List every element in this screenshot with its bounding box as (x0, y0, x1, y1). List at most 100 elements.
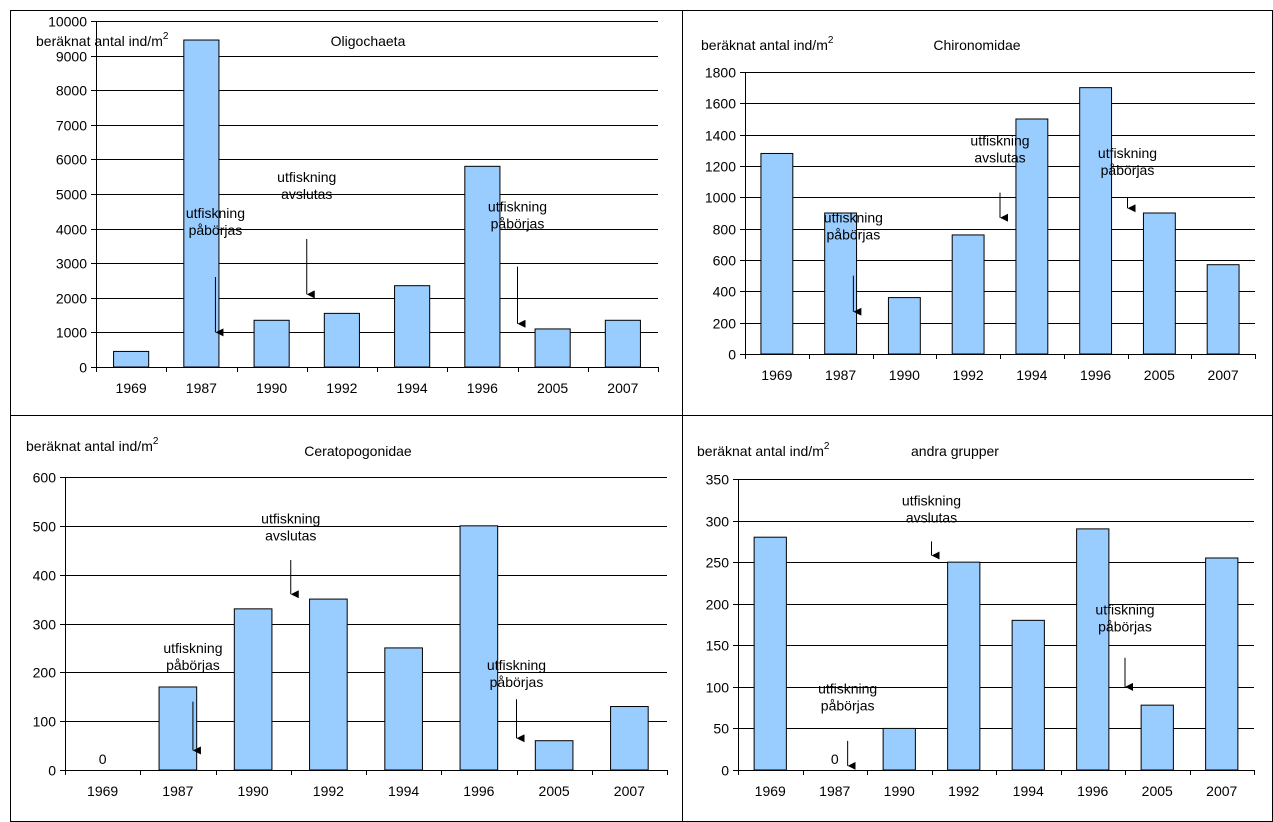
annotation-text: utfiskning (277, 169, 336, 185)
y-axis-label-superscript: 2 (824, 441, 830, 452)
x-tick-label: 1992 (948, 783, 979, 799)
y-tick-label: 7000 (56, 118, 87, 134)
y-tick-label: 200 (706, 597, 730, 613)
y-tick-label: 150 (706, 638, 730, 654)
bar-2007 (604, 319, 641, 368)
x-tick-label: 1969 (87, 783, 118, 799)
y-tick-label: 8000 (56, 83, 87, 99)
y-axis-label: beräknat antal ind/m2 (36, 31, 169, 49)
y-tick-label: 0 (48, 763, 56, 779)
x-tick-label: 2007 (607, 380, 638, 396)
chart-panel-3: beräknat antal ind/m2 Ceratopogonidae 0 100… (26, 436, 668, 799)
y-axis-label: beräknat antal ind/m2 (701, 35, 834, 53)
x-tick-label: 2007 (1206, 783, 1237, 799)
bar-1987 (183, 39, 220, 368)
x-tick-label: 1990 (256, 380, 287, 396)
annotation-text: utfiskning (261, 510, 320, 526)
annotation-text: utfiskning (824, 209, 883, 225)
annotation-text: avslutas (265, 527, 316, 543)
bar-1994 (1011, 619, 1045, 771)
annotation-text: utfiskning (163, 640, 222, 656)
annotation-text: påbörjas (491, 215, 545, 231)
annotation-text: utfiskning (186, 205, 245, 221)
x-tick-label: 2005 (1144, 367, 1175, 383)
bar-1987 (824, 212, 858, 355)
x-tick-label: 2005 (539, 783, 570, 799)
x-tick-label: 1996 (467, 380, 498, 396)
x-tick-label: 1996 (1077, 783, 1108, 799)
bar-2005 (534, 328, 571, 368)
x-tick-label: 1987 (186, 380, 217, 396)
x-tick-label: 1996 (1080, 367, 1111, 383)
y-tick-label: 5000 (56, 187, 87, 203)
annotation-text: avslutas (974, 150, 1025, 166)
annotation-text: påbörjas (821, 698, 875, 714)
bar-1969 (753, 536, 787, 771)
x-tick-label: 1992 (313, 783, 344, 799)
x-tick-label: 1992 (953, 367, 984, 383)
annotation-text: påbörjas (166, 657, 220, 673)
y-tick-label: 100 (706, 680, 730, 696)
x-tick-label: 1990 (889, 367, 920, 383)
bar-1990 (233, 608, 273, 771)
y-axis-label-text: beräknat antal ind/m (36, 33, 163, 49)
y-tick-label: 600 (33, 470, 57, 486)
annotation-text: utfiskning (902, 493, 961, 509)
y-tick-label: 1000 (705, 190, 736, 206)
x-tick-label: 1996 (463, 783, 494, 799)
x-tick-label: 2005 (537, 380, 568, 396)
y-tick-label: 1000 (56, 325, 87, 341)
y-axis-label: beräknat antal ind/m2 (697, 441, 830, 459)
bar-1992 (947, 561, 981, 771)
annotation-text: utfiskning (818, 681, 877, 697)
x-tick-label: 1987 (162, 783, 193, 799)
y-tick-label: 50 (713, 721, 729, 737)
y-axis-label-text: beräknat antal ind/m (26, 438, 153, 454)
bar-2005 (1142, 212, 1176, 355)
bar-1996 (1079, 87, 1113, 355)
bar-2007 (610, 706, 649, 771)
bar-1994 (1015, 118, 1049, 355)
bar-1990 (882, 727, 916, 771)
chart-panel-1: beräknat antal ind/m2 Oligochaeta 0 1000 200… (36, 14, 659, 396)
y-tick-label: 300 (33, 617, 57, 633)
x-tick-label: 1990 (238, 783, 269, 799)
x-tick-label: 1994 (1016, 367, 1047, 383)
y-axis-label-superscript: 2 (828, 35, 834, 46)
annotation-text: påbörjas (1098, 619, 1152, 635)
bar-1992 (323, 312, 360, 368)
y-tick-label: 3000 (56, 256, 87, 272)
bar-2005 (1140, 704, 1174, 771)
y-tick-label: 250 (706, 555, 730, 571)
x-tick-label: 1969 (755, 783, 786, 799)
y-tick-label: 400 (33, 568, 57, 584)
bar-1996 (1076, 528, 1110, 771)
y-axis-label-text: beräknat antal ind/m (697, 443, 824, 459)
data-label: 0 (831, 751, 839, 767)
y-tick-label: 10000 (48, 14, 87, 30)
annotation-text: avslutas (906, 510, 957, 526)
x-tick-label: 1987 (819, 783, 850, 799)
y-tick-label: 400 (713, 284, 737, 300)
annotation-text: utfiskning (488, 198, 547, 214)
bar-2007 (1205, 557, 1239, 771)
y-tick-label: 0 (721, 763, 729, 779)
y-tick-label: 4000 (56, 222, 87, 238)
bar-1992 (309, 598, 348, 771)
annotation-text: påbörjas (490, 674, 544, 690)
bar-1994 (384, 647, 423, 771)
bar-2005 (534, 740, 574, 771)
y-axis-label: beräknat antal ind/m2 (26, 436, 159, 454)
chart-panel-4: beräknat antal ind/m2 andra grupper 0 50 100… (697, 441, 1255, 799)
data-label: 0 (99, 751, 107, 767)
y-tick-label: 0 (79, 360, 87, 376)
y-tick-label: 200 (713, 316, 737, 332)
annotation-text: avslutas (281, 186, 332, 202)
